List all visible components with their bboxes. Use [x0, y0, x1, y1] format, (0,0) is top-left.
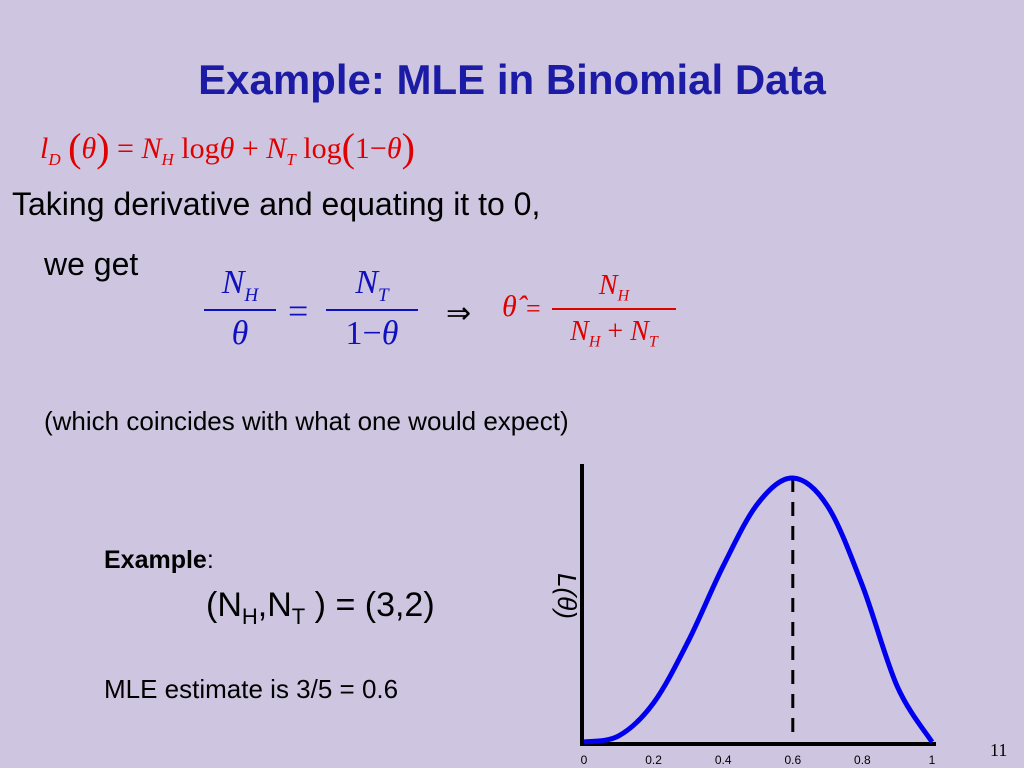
example-label: Example:: [104, 546, 214, 574]
example-counts: (NH,NT ) = (3,2): [206, 586, 435, 629]
y-axis-label: L(θ): [552, 573, 582, 619]
page-number: 11: [990, 740, 1008, 760]
x-tick-label: 0.6: [784, 753, 801, 767]
we-get-text: we get: [44, 246, 139, 282]
mle-fraction: NH NH + NT: [552, 270, 676, 351]
result-equals-sign: =: [526, 294, 541, 323]
derivative-text: Taking derivative and equating it to 0,: [12, 186, 541, 222]
likelihood-curve: [583, 475, 935, 745]
expectation-note: (which coincides with what one would exp…: [44, 406, 569, 436]
theta-hat: θ̂: [502, 290, 517, 323]
x-tick-label: 0.2: [645, 753, 662, 767]
x-tick-label: 0: [581, 753, 588, 767]
log-likelihood-equation: lD (θ) = NH logθ + NT log(1−θ): [40, 125, 415, 170]
x-tick-label: 1: [929, 753, 936, 767]
x-tick-label: 0.8: [854, 753, 871, 767]
slide-title: Example: MLE in Binomial Data: [198, 56, 826, 103]
nt-over-one-minus-theta-fraction: NT 1−θ: [326, 264, 418, 353]
x-tick-label: 0.4: [715, 753, 732, 767]
mle-estimate-text: MLE estimate is 3/5 = 0.6: [104, 674, 399, 704]
nh-over-theta-fraction: NH θ: [204, 264, 276, 353]
equals-sign: =: [288, 291, 309, 331]
implies-arrow: ⇒: [446, 297, 472, 330]
